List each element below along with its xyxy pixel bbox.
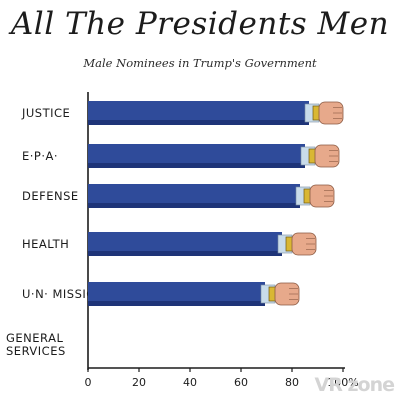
x-tick-label: 100% <box>327 376 358 389</box>
x-tick-label: 0 <box>85 376 92 389</box>
x-tick-label: 60 <box>234 376 248 389</box>
watermark-logo: VR zone <box>314 374 395 396</box>
category-label: E·P·A· <box>22 149 58 163</box>
sleeve-shadow <box>88 203 300 208</box>
chart-subtitle: Male Nominees in Trump's Government <box>83 56 317 70</box>
category-label: GENERAL SERVICES <box>6 331 66 358</box>
sleeve-shadow <box>88 301 265 306</box>
x-tick-label: 40 <box>183 376 197 389</box>
category-label: JUSTICE <box>21 106 70 120</box>
sleeve-shadow <box>88 251 282 256</box>
category-label: DEFENSE <box>22 189 79 203</box>
chart-title: All The Presidents Men <box>10 6 390 42</box>
x-tick-label: 20 <box>132 376 146 389</box>
sleeve-shadow <box>88 163 305 168</box>
category-label: HEALTH <box>22 237 69 251</box>
category-label: U·N· MISSION <box>22 287 105 301</box>
sleeve-shadow <box>88 120 309 125</box>
x-tick-label: 80 <box>285 376 299 389</box>
